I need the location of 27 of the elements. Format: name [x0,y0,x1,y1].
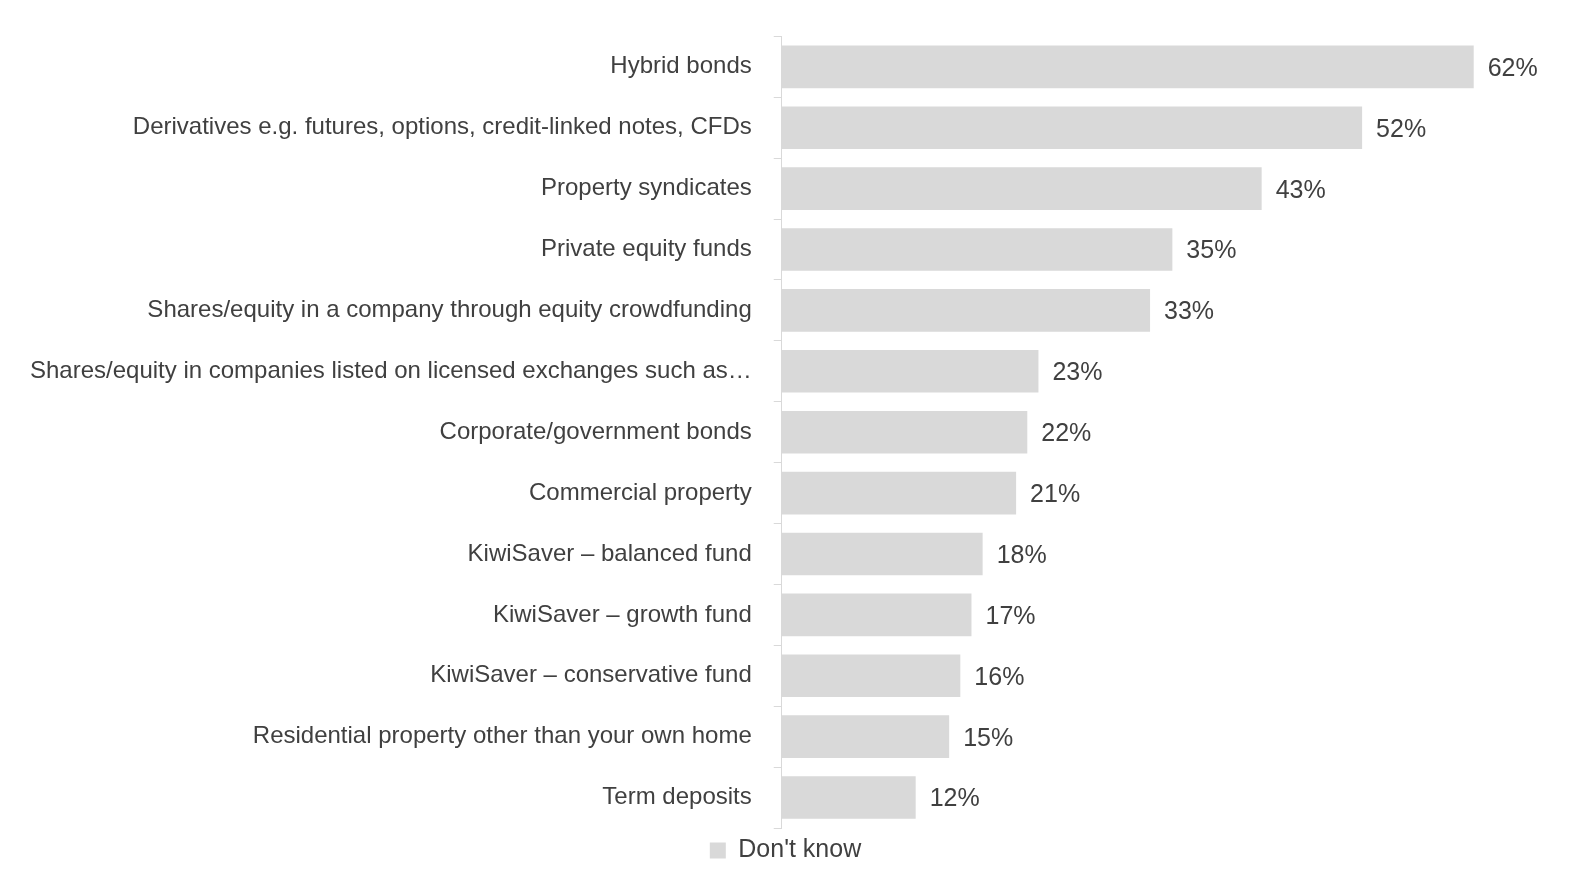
y-tick-label: Shares/equity in a company through equity crowdfunding [147,295,752,323]
data-label: 62% [1487,52,1538,81]
data-label: 22% [1041,418,1092,447]
y-tick-label: Residential property other than your own home [252,721,752,749]
data-label: 12% [929,783,980,812]
data-label: 18% [996,539,1047,568]
y-tick-label: Shares/equity in companies listed on licensed exchanges such as… [30,355,752,383]
y-tick-label: Term deposits [602,782,752,810]
data-label: 16% [974,661,1025,690]
data-label: 17% [985,600,1036,629]
data-label: 43% [1275,174,1326,203]
data-label: 21% [1030,478,1081,507]
y-tick-label: Corporate/government bonds [439,416,752,444]
y-tick-label: KiwiSaver – growth fund [492,599,752,627]
data-label: 33% [1164,296,1215,325]
y-tick-label: Hybrid bonds [610,51,752,79]
y-tick-label: Derivatives e.g. futures, options, credit-linked notes, CFDs [132,112,752,140]
data-label: 35% [1186,235,1237,264]
y-tick-label: Private equity funds [540,234,752,262]
y-tick-label: Property syndicates [540,173,752,201]
data-label: 52% [1376,113,1427,142]
data-label: 23% [1052,357,1103,386]
legend-label: Don't know [738,834,863,863]
y-tick-label: KiwiSaver – conservative fund [430,660,752,688]
y-tick-label: Commercial property [529,477,752,505]
data-label: 15% [963,722,1014,751]
y-tick-label: KiwiSaver – balanced fund [467,538,752,566]
